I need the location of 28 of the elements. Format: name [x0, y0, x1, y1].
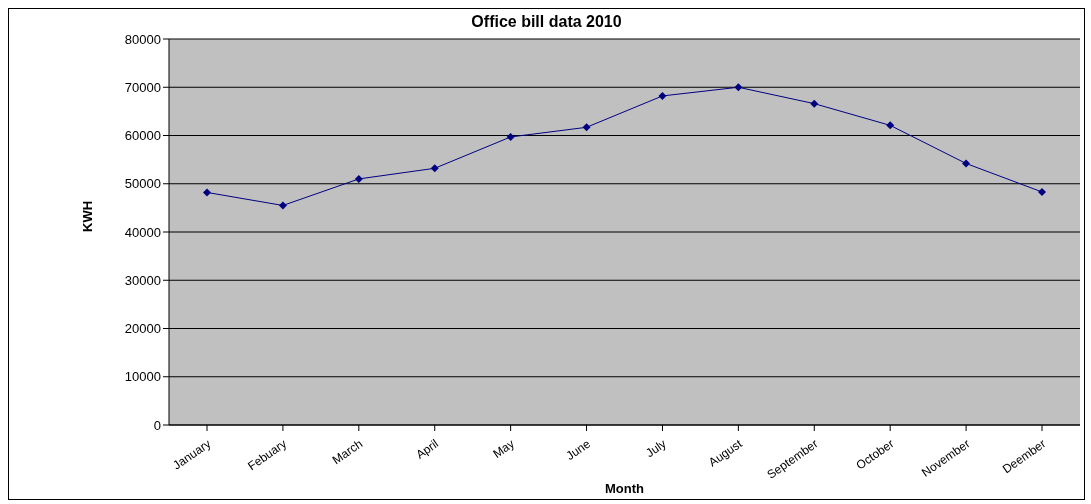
point — [962, 159, 971, 168]
point — [430, 164, 439, 173]
y-tick-label: 80000 — [124, 31, 161, 47]
y-tick-label: 20000 — [124, 321, 161, 337]
x-tick-label: May — [490, 436, 517, 462]
point — [658, 91, 667, 100]
point — [582, 123, 591, 132]
chart-title: Office bill data 2010 — [470, 13, 623, 31]
x-axis-title: Month — [605, 481, 645, 496]
x-tick-label: April — [413, 436, 442, 462]
y-tick-label: 40000 — [124, 224, 161, 240]
y-axis-title: KWH — [79, 200, 95, 232]
x-tick-label: July — [643, 436, 669, 461]
y-tick-label: 30000 — [124, 272, 161, 288]
point — [203, 188, 211, 197]
y-tick-label: 70000 — [124, 79, 161, 95]
y-tick-label: 50000 — [124, 176, 161, 192]
point — [1038, 187, 1046, 196]
x-tick-label: June — [563, 436, 594, 463]
point — [506, 132, 515, 141]
y-tick-label: 60000 — [124, 128, 161, 144]
y-tick-label: 10000 — [124, 369, 161, 385]
point — [886, 121, 895, 130]
y-tick-label: 0 — [153, 417, 161, 433]
point — [734, 83, 743, 92]
point — [810, 99, 819, 108]
point — [354, 174, 363, 183]
point — [278, 201, 287, 210]
